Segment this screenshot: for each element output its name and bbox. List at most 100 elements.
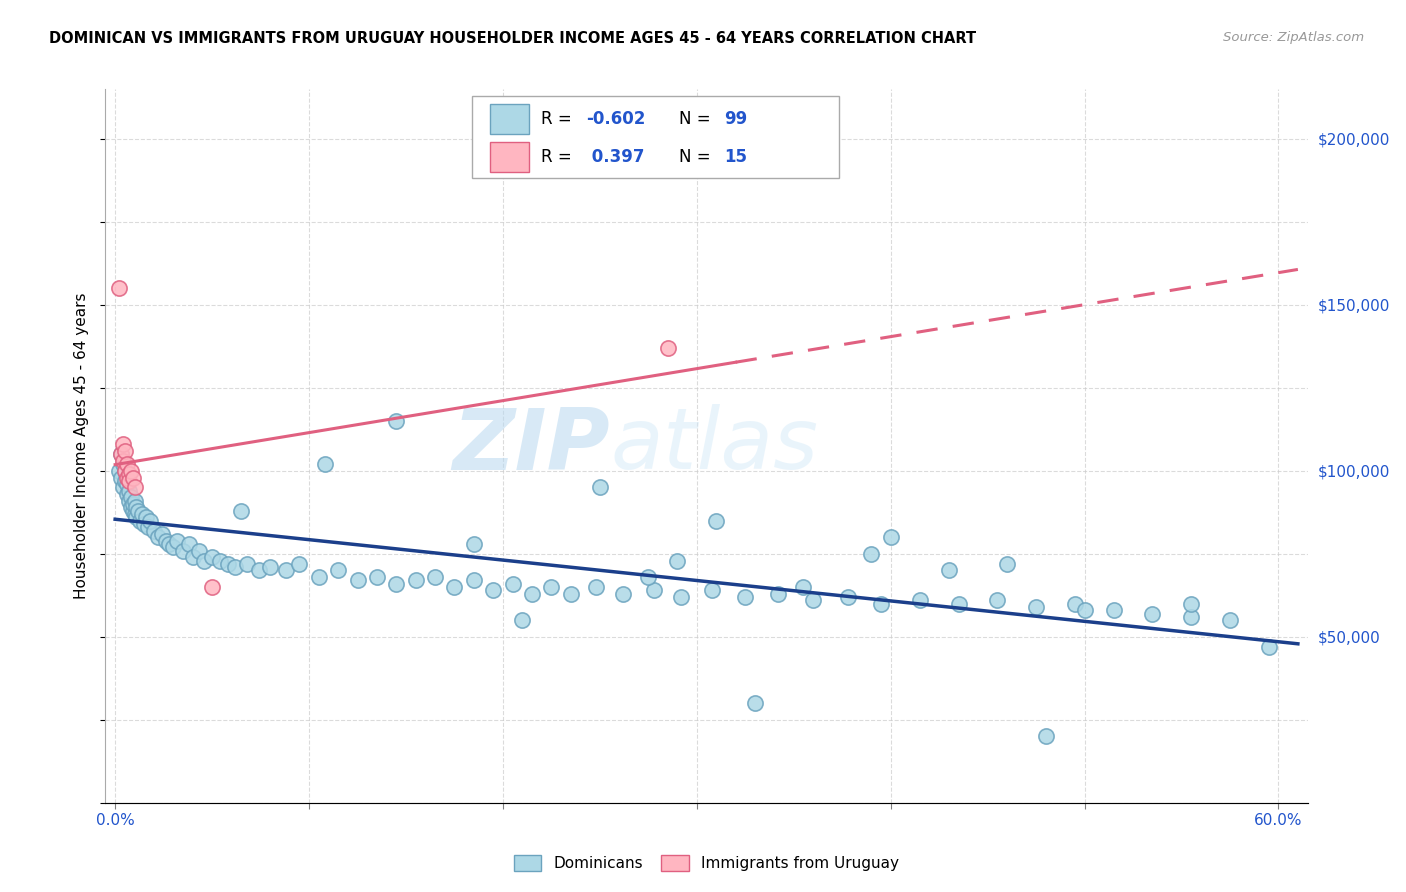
Point (114, 444, 136, 458)
Text: atlas: atlas (610, 404, 818, 488)
Point (870, 597, 893, 611)
Point (666, 553, 689, 567)
FancyBboxPatch shape (491, 104, 529, 134)
Point (585, 580, 607, 594)
Point (217, 557, 239, 571)
Point (1180, 597, 1202, 611)
Point (1102, 603, 1125, 617)
Point (801, 593, 824, 607)
Point (1035, 730, 1057, 744)
Point (135, 510, 157, 524)
Point (111, 457, 134, 471)
Point (124, 493, 146, 508)
Point (1073, 603, 1095, 617)
Legend: Dominicans, Immigrants from Uruguay: Dominicans, Immigrants from Uruguay (508, 849, 905, 877)
Point (657, 341, 679, 355)
Point (177, 537, 200, 551)
Point (259, 560, 281, 574)
Point (948, 597, 970, 611)
FancyBboxPatch shape (472, 96, 839, 178)
Point (125, 510, 148, 524)
Point (114, 464, 136, 478)
Point (115, 457, 138, 471)
Point (288, 557, 311, 571)
Point (520, 587, 543, 601)
Point (589, 481, 612, 495)
Point (127, 504, 149, 518)
Point (187, 543, 209, 558)
Point (671, 590, 693, 604)
Point (247, 564, 270, 578)
Point (1180, 610, 1202, 624)
Text: DOMINICAN VS IMMIGRANTS FROM URUGUAY HOUSEHOLDER INCOME AGES 45 - 64 YEARS CORRE: DOMINICAN VS IMMIGRANTS FROM URUGUAY HOU… (49, 31, 976, 46)
Point (108, 464, 131, 478)
Point (166, 533, 188, 548)
Point (150, 527, 173, 541)
Point (131, 507, 153, 521)
Text: R =: R = (541, 148, 576, 166)
Point (224, 560, 246, 574)
Text: R =: R = (541, 111, 576, 128)
Point (118, 493, 141, 508)
Point (1142, 607, 1164, 621)
Text: 99: 99 (724, 111, 748, 128)
Point (193, 553, 215, 567)
Point (142, 524, 165, 538)
Point (637, 570, 659, 584)
Point (162, 540, 184, 554)
Text: Source: ZipAtlas.com: Source: ZipAtlas.com (1223, 31, 1364, 45)
Point (172, 543, 194, 558)
Point (346, 574, 368, 588)
Point (792, 580, 814, 594)
Point (121, 470, 143, 484)
Point (111, 437, 134, 451)
Point (860, 547, 883, 561)
Text: N =: N = (679, 111, 716, 128)
Point (837, 590, 859, 604)
Point (308, 570, 330, 584)
Text: N =: N = (679, 148, 716, 166)
Point (114, 464, 136, 478)
Point (385, 414, 408, 428)
Point (121, 497, 143, 511)
Point (121, 504, 143, 518)
Point (560, 587, 582, 601)
Point (938, 564, 960, 578)
Point (734, 590, 756, 604)
Point (146, 530, 169, 544)
Point (115, 470, 138, 484)
Point (115, 487, 138, 501)
Point (231, 504, 253, 518)
Text: 0.397: 0.397 (586, 148, 645, 166)
Point (115, 477, 138, 491)
Point (124, 507, 146, 521)
Point (702, 583, 724, 598)
Point (110, 447, 132, 461)
Point (908, 593, 931, 607)
Point (139, 514, 162, 528)
Point (463, 574, 485, 588)
Point (385, 576, 408, 591)
Point (995, 557, 1018, 571)
Point (986, 593, 1008, 607)
Point (124, 481, 146, 495)
Point (111, 481, 134, 495)
Point (704, 514, 727, 528)
Point (502, 576, 524, 591)
Point (643, 583, 665, 598)
Point (108, 281, 131, 295)
Point (744, 696, 766, 710)
Point (612, 587, 634, 601)
Point (1064, 597, 1087, 611)
Point (134, 516, 156, 531)
Point (463, 537, 485, 551)
Point (314, 457, 336, 471)
Point (768, 587, 790, 601)
Point (405, 574, 427, 588)
Point (540, 580, 562, 594)
Point (201, 550, 224, 565)
Point (120, 491, 142, 505)
Point (880, 530, 903, 544)
Point (118, 467, 141, 482)
Point (1257, 640, 1279, 654)
